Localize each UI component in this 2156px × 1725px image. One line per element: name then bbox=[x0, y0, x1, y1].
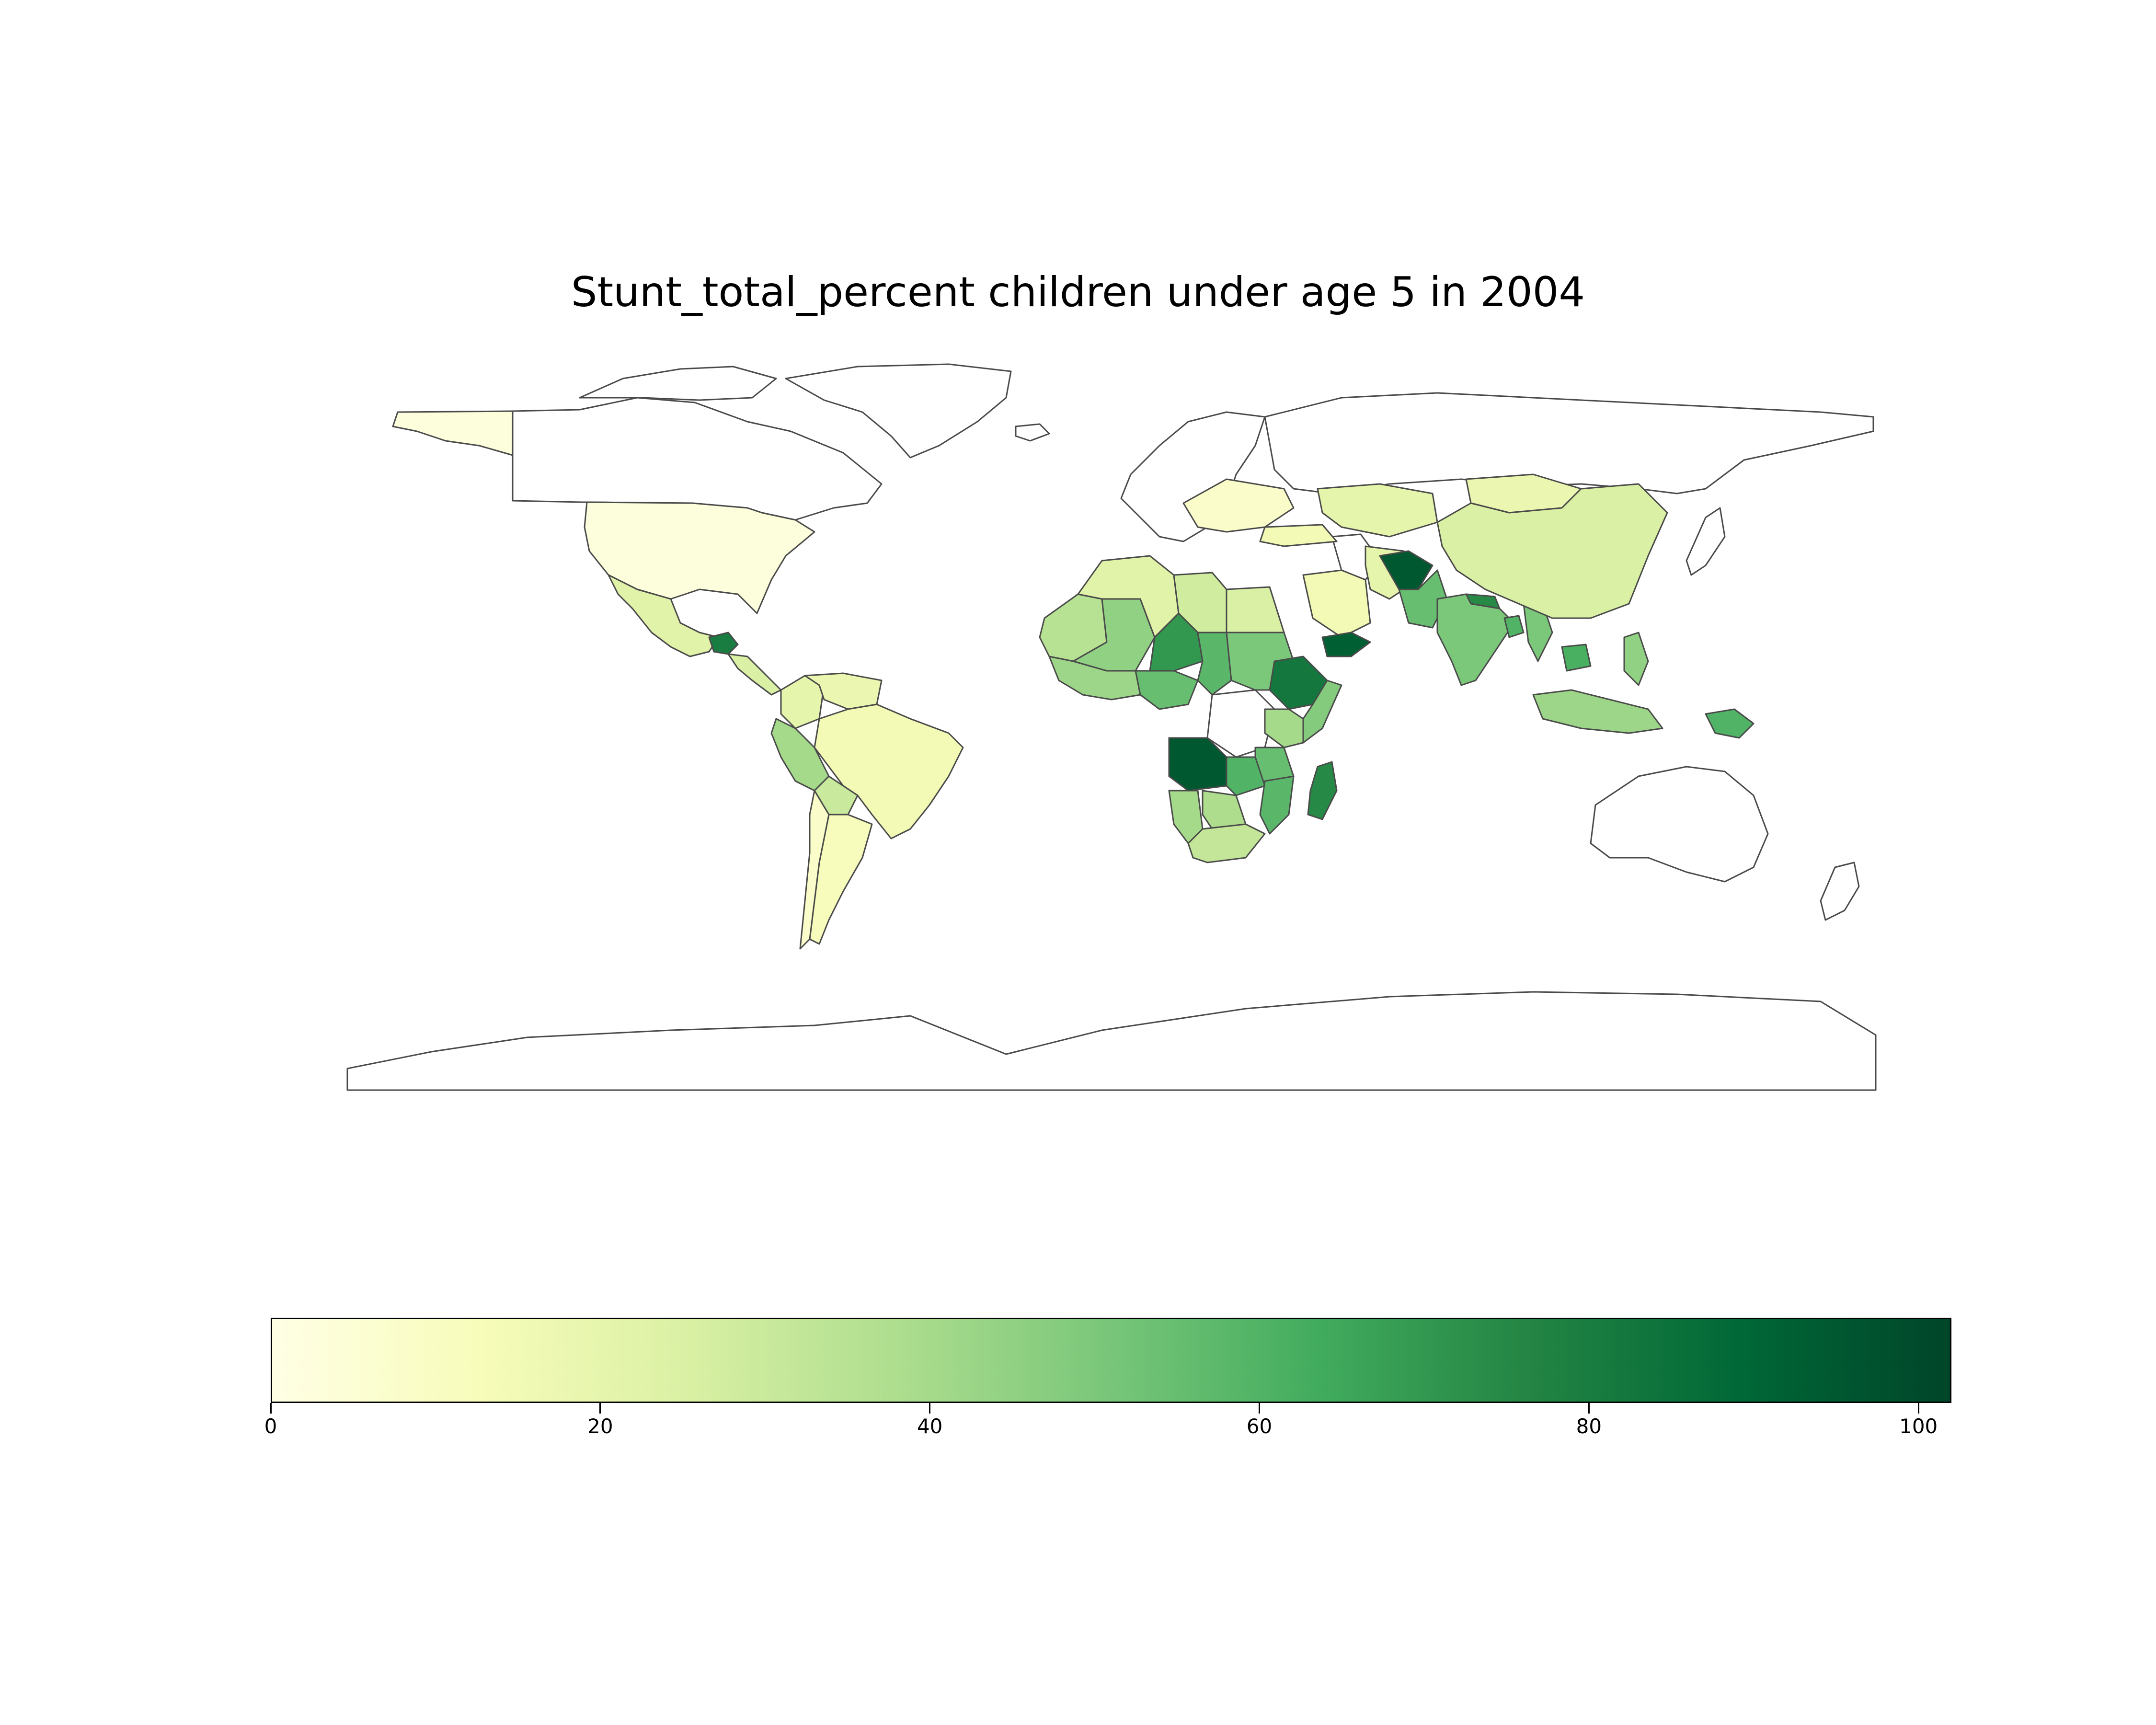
region-india bbox=[1436, 593, 1515, 686]
colorbar-tick-label: 0 bbox=[264, 1414, 277, 1438]
colorbar-tick bbox=[599, 1403, 601, 1414]
region-west-africa-coast bbox=[1048, 656, 1141, 701]
no-data-land bbox=[346, 363, 1877, 1091]
region-egypt bbox=[1226, 586, 1285, 633]
region-philippines bbox=[1623, 632, 1649, 686]
region-chile bbox=[799, 790, 830, 950]
region-china bbox=[1436, 483, 1668, 619]
data-regions bbox=[392, 410, 1755, 950]
colorbar-tick bbox=[1259, 1403, 1261, 1414]
region-madagascar bbox=[1307, 761, 1338, 820]
region-cambodia bbox=[1561, 644, 1592, 672]
region-kenya bbox=[1264, 708, 1304, 748]
region-nepal bbox=[1465, 593, 1501, 610]
region-chad bbox=[1197, 632, 1232, 696]
region-zambia bbox=[1226, 756, 1266, 796]
region-kazakhstan bbox=[1317, 483, 1438, 538]
region-yemen bbox=[1321, 632, 1371, 657]
region-australia bbox=[1590, 766, 1769, 883]
region-mozambique bbox=[1259, 775, 1295, 835]
region-antarctica bbox=[346, 991, 1877, 1091]
colorbar-tick bbox=[929, 1403, 931, 1414]
region-arctic-islands bbox=[579, 366, 777, 401]
region-central-america bbox=[727, 653, 782, 696]
colorbar-tick-label: 20 bbox=[587, 1414, 613, 1438]
region-eastern-europe bbox=[1182, 478, 1295, 533]
region-south-africa bbox=[1187, 823, 1266, 863]
region-iceland bbox=[1015, 423, 1050, 442]
region-angola bbox=[1168, 737, 1227, 792]
region-brazil bbox=[814, 703, 964, 840]
region-united-states bbox=[584, 501, 815, 614]
region-mexico bbox=[608, 574, 720, 657]
colorbar-tick bbox=[270, 1403, 272, 1414]
colorbar-tick-label: 40 bbox=[917, 1414, 943, 1438]
region-nigeria bbox=[1135, 670, 1199, 710]
region-saudi-arabia bbox=[1302, 569, 1371, 638]
colorbar-tick bbox=[1917, 1403, 1919, 1414]
colorbar-tick bbox=[1588, 1403, 1590, 1414]
colorbar-tick-label: 80 bbox=[1576, 1414, 1602, 1438]
region-canada bbox=[512, 397, 883, 521]
colorbar bbox=[271, 1318, 1951, 1403]
region-afghanistan bbox=[1379, 550, 1434, 590]
region-russia bbox=[1264, 392, 1874, 494]
colorbar-tick-label: 60 bbox=[1246, 1414, 1273, 1438]
map-title: Stunt_total_percent children under age 5… bbox=[571, 268, 1585, 316]
region-guatemala bbox=[708, 632, 739, 655]
region-indonesia bbox=[1532, 689, 1663, 734]
colorbar-tick-label: 100 bbox=[1899, 1414, 1938, 1438]
region-japan bbox=[1686, 507, 1726, 576]
region-papua-new-guinea bbox=[1705, 708, 1755, 739]
region-new-zealand bbox=[1820, 862, 1860, 921]
region-alaska bbox=[392, 410, 514, 456]
region-botswana bbox=[1202, 790, 1247, 830]
region-greenland bbox=[785, 363, 1012, 459]
region-turkey bbox=[1259, 524, 1338, 547]
region-bangladesh bbox=[1503, 615, 1525, 638]
